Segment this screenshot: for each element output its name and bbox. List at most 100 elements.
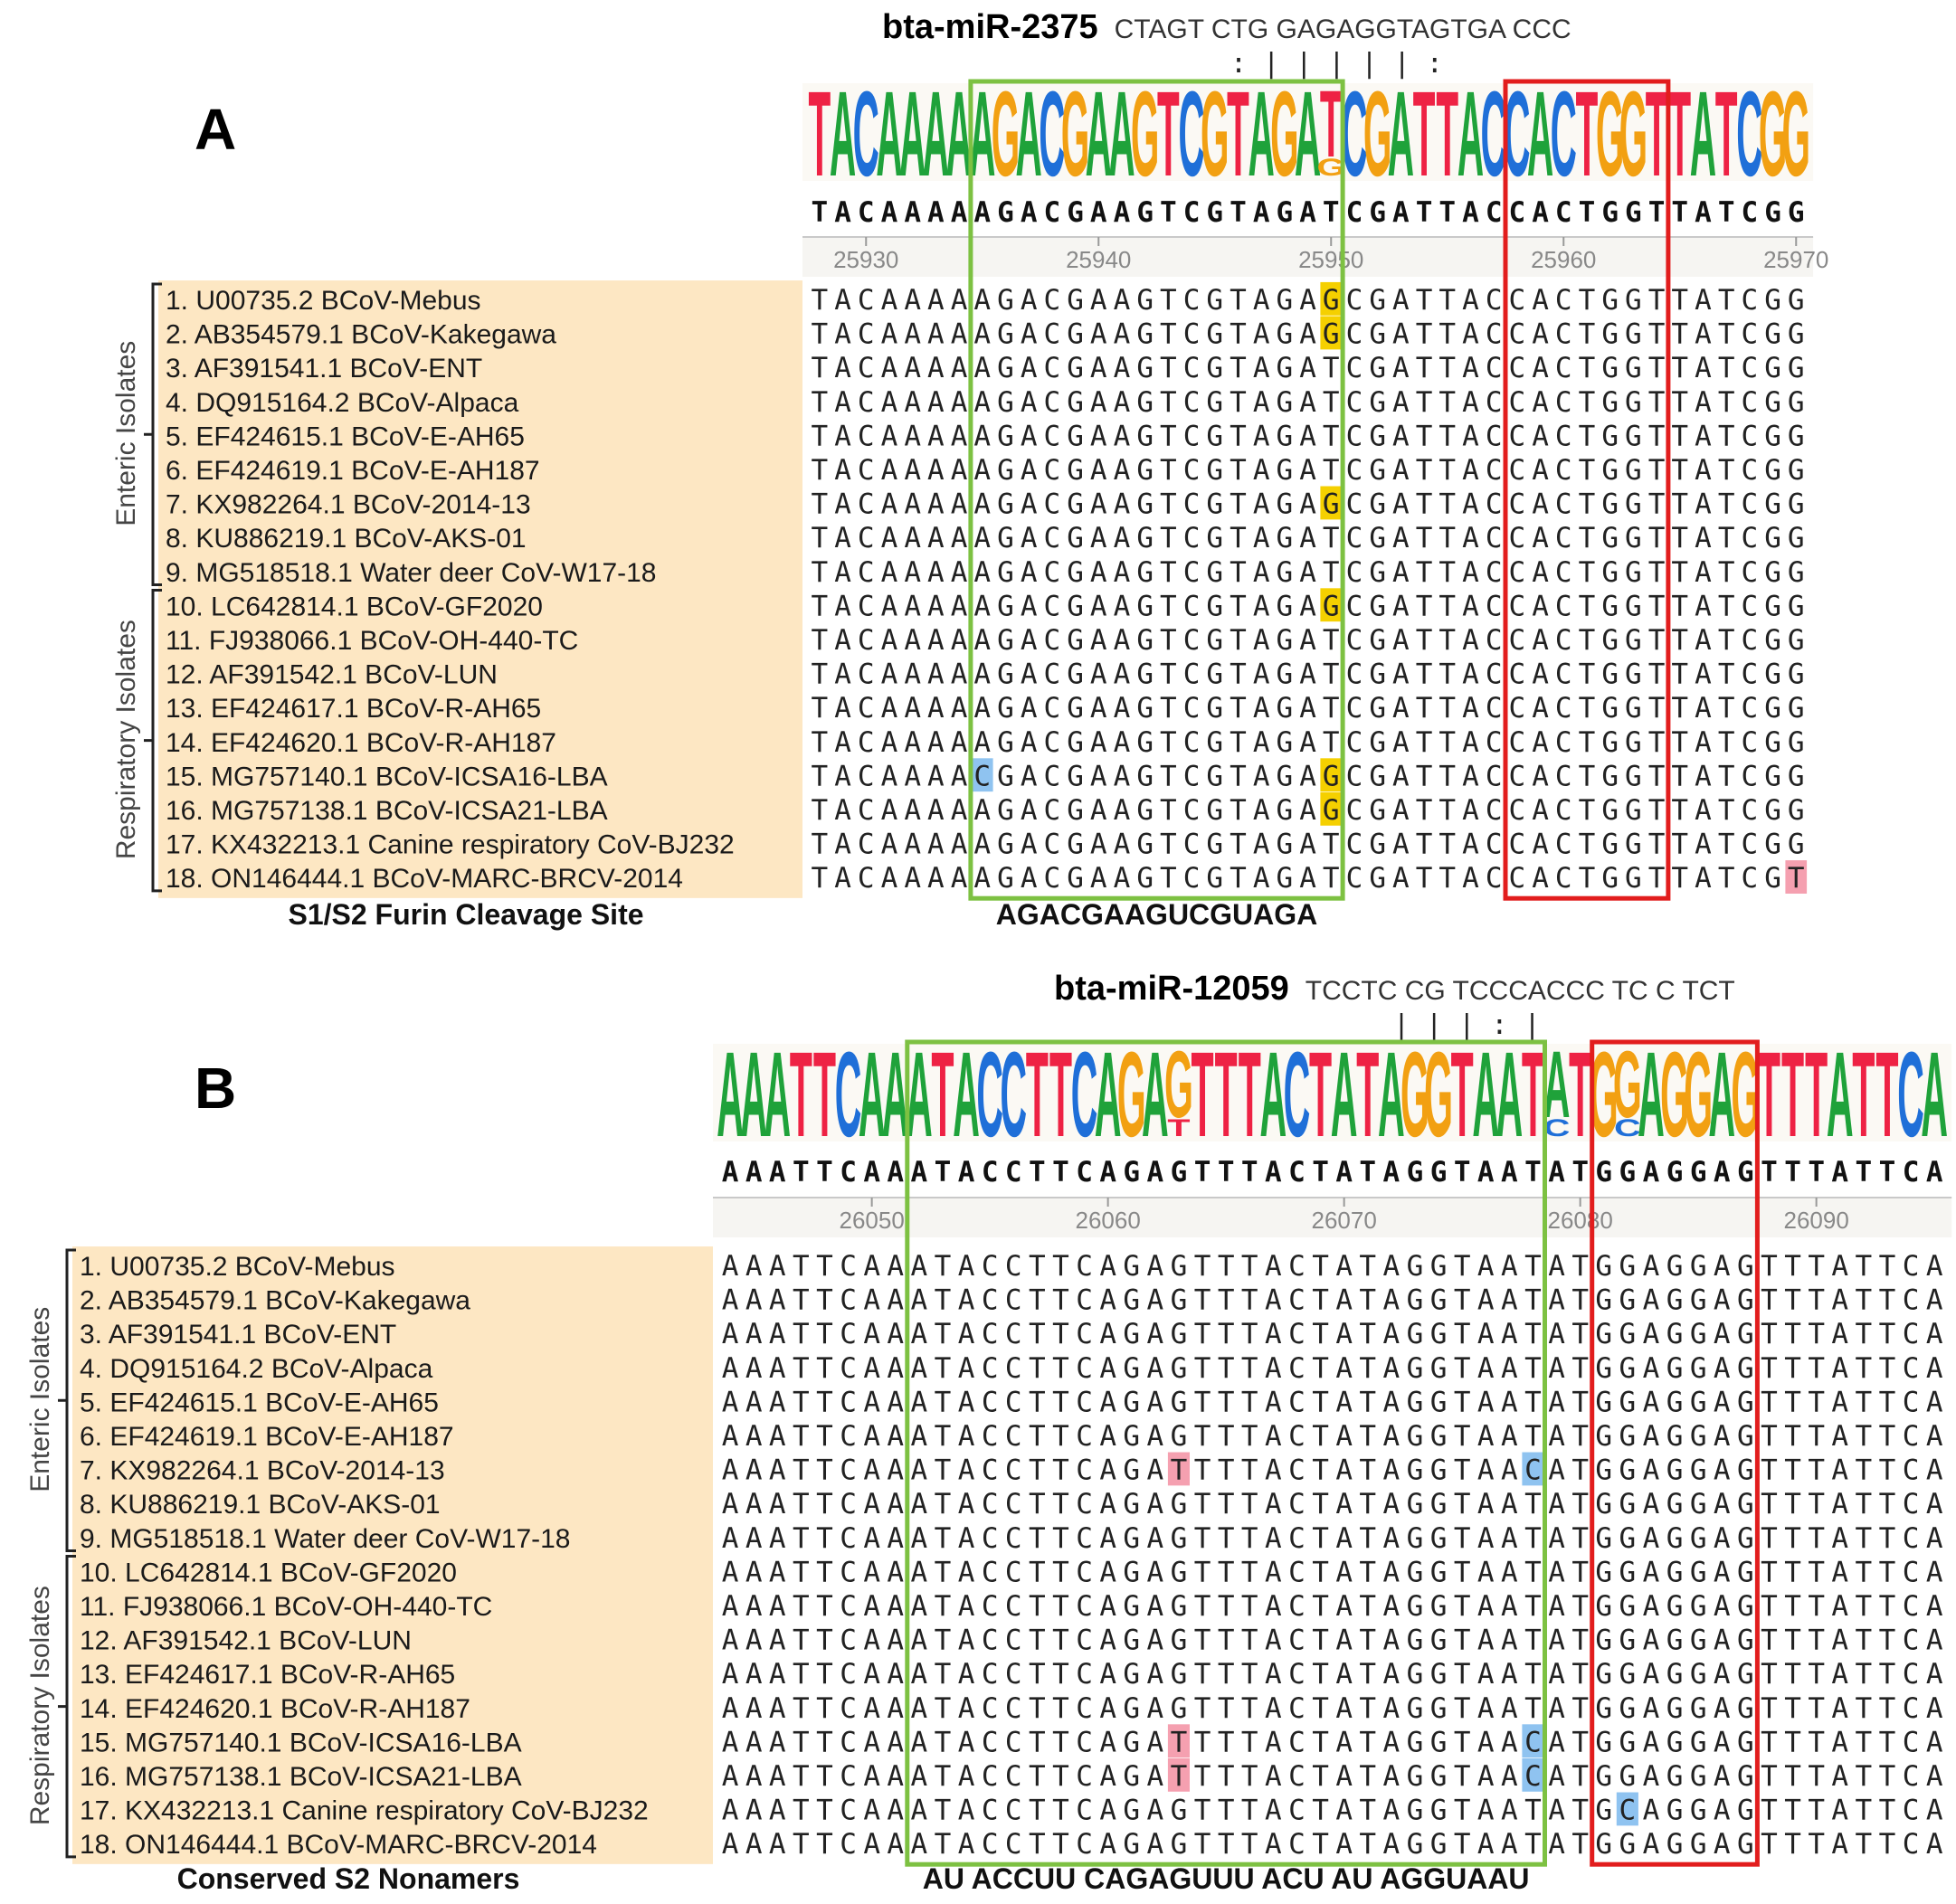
sequence-base: A	[887, 1726, 904, 1758]
sequence-base: C	[1346, 488, 1363, 521]
sequence-base: A	[1695, 556, 1712, 589]
sequence-base: T	[935, 1488, 952, 1520]
isolate-label: 11. FJ938066.1 BCoV-OH-440-TC	[80, 1592, 492, 1622]
logo-letter-A: A	[969, 65, 995, 201]
sequence-base: C	[1044, 829, 1061, 861]
sequence-base: C	[1044, 760, 1061, 792]
sequence-base: G	[1764, 386, 1781, 419]
sequence-base: T	[816, 1726, 833, 1758]
sequence-base: A	[1114, 488, 1131, 521]
sequence-base: G	[1277, 284, 1294, 317]
sequence-base: C	[1183, 829, 1201, 861]
sequence-base: T	[1052, 1488, 1069, 1520]
sequence-base: T	[1029, 1828, 1046, 1861]
sequence-base: G	[1067, 556, 1084, 589]
sequence-base: G	[1206, 556, 1223, 589]
sequence-base: A	[722, 1795, 739, 1827]
sequence-base: A	[1335, 1795, 1353, 1827]
sequence-base: T	[1241, 1828, 1258, 1861]
logo-letter-C: C	[1341, 65, 1367, 201]
sequence-base: T	[1761, 1795, 1778, 1827]
sequence-base: A	[1462, 862, 1479, 895]
sequence-base: G	[1625, 862, 1642, 895]
sequence-base: C	[1742, 624, 1759, 657]
sequence-base: C	[1486, 522, 1503, 554]
sequence-base: G	[1601, 318, 1619, 351]
sequence-base: T	[1312, 1726, 1329, 1758]
sequence-base: T	[1241, 1522, 1258, 1555]
sequence-base: A	[1099, 1386, 1116, 1418]
sequence-base: C	[1346, 522, 1363, 554]
sequence-base: A	[887, 1658, 904, 1691]
sequence-base: A	[973, 522, 991, 554]
sequence-base: C	[1044, 658, 1061, 691]
sequence-base: G	[1625, 556, 1642, 589]
sequence-base: G	[1123, 1625, 1140, 1657]
sequence-base: T	[1784, 1625, 1801, 1657]
pairing-marks: | | | : |	[1393, 1009, 1541, 1041]
isolate-label: 14. EF424620.1 BCoV-R-AH187	[80, 1694, 470, 1724]
sequence-base: A	[1099, 1692, 1116, 1725]
sequence-base: C	[1183, 522, 1201, 554]
sequence-base: A	[1383, 1522, 1401, 1555]
seed-region-box	[1503, 79, 1671, 901]
sequence-base: A	[1462, 590, 1479, 622]
sequence-base: T	[1230, 624, 1247, 657]
sequence-base: C	[1183, 624, 1201, 657]
sequence-base: G	[1601, 352, 1619, 384]
sequence-base: T	[1784, 1522, 1801, 1555]
sequence-base: T	[816, 1250, 833, 1283]
sequence-base: A	[1383, 1795, 1401, 1827]
sequence-base: A	[904, 352, 921, 384]
sequence-base: C	[1486, 488, 1503, 521]
sequence-base: G	[1277, 829, 1294, 861]
sequence-base: A	[1383, 1590, 1401, 1623]
sequence-base: C	[1076, 1692, 1093, 1725]
logo-letter-T: T	[1309, 1026, 1332, 1161]
sequence-base: G	[1737, 1318, 1754, 1350]
sequence-base: T	[1160, 454, 1177, 487]
isolate-label: 14. EF424620.1 BCoV-R-AH187	[166, 728, 556, 758]
sequence-base: G	[1619, 1284, 1637, 1317]
sequence-base: A	[973, 794, 991, 827]
sequence-base: T	[935, 1760, 952, 1793]
sequence-base: T	[1052, 1386, 1069, 1418]
sequence-base: A	[1643, 1828, 1660, 1861]
sequence-base: G	[1601, 794, 1619, 827]
logo-letter-A: A	[1142, 1026, 1169, 1161]
sequence-base: T	[1416, 454, 1433, 487]
sequence-base: A	[1926, 1522, 1943, 1555]
sequence-base: G	[1764, 284, 1781, 317]
sequence-base: T	[1761, 1420, 1778, 1453]
sequence-base: T	[1171, 1726, 1188, 1758]
sequence-base: A	[887, 1760, 904, 1793]
sequence-base: T	[812, 488, 829, 521]
sequence-base: G	[1619, 1828, 1637, 1861]
sequence-base: A	[1253, 488, 1270, 521]
sequence-base: T	[1439, 522, 1456, 554]
sequence-base: T	[1194, 1488, 1211, 1520]
sequence-base: A	[1548, 1590, 1565, 1623]
sequence-base: A	[1299, 522, 1316, 554]
sequence-base: G	[1764, 556, 1781, 589]
sequence-base: G	[1369, 692, 1386, 725]
sequence-base: T	[1571, 1250, 1589, 1283]
isolate-label: 15. MG757140.1 BCoV-ICSA16-LBA	[80, 1728, 522, 1757]
sequence-base: C	[1346, 624, 1363, 657]
logo-letter-A: A	[899, 65, 926, 201]
sequence-base: G	[1625, 284, 1642, 317]
sequence-base: T	[1524, 1250, 1542, 1283]
sequence-base: T	[1029, 1658, 1046, 1691]
consensus-base: C	[1903, 1156, 1920, 1189]
ruler-tick-label: 26090	[1783, 1207, 1848, 1234]
sequence-base: T	[1648, 794, 1666, 827]
sequence-base: C	[840, 1352, 857, 1385]
sequence-base: G	[1666, 1318, 1684, 1350]
sequence-base: T	[1052, 1556, 1069, 1588]
sequence-base: C	[1005, 1522, 1022, 1555]
sequence-base: T	[1761, 1454, 1778, 1487]
sequence-base: G	[1171, 1488, 1188, 1520]
sequence-base: C	[858, 760, 875, 792]
sequence-base: T	[1359, 1726, 1376, 1758]
sequence-base: A	[1090, 352, 1107, 384]
